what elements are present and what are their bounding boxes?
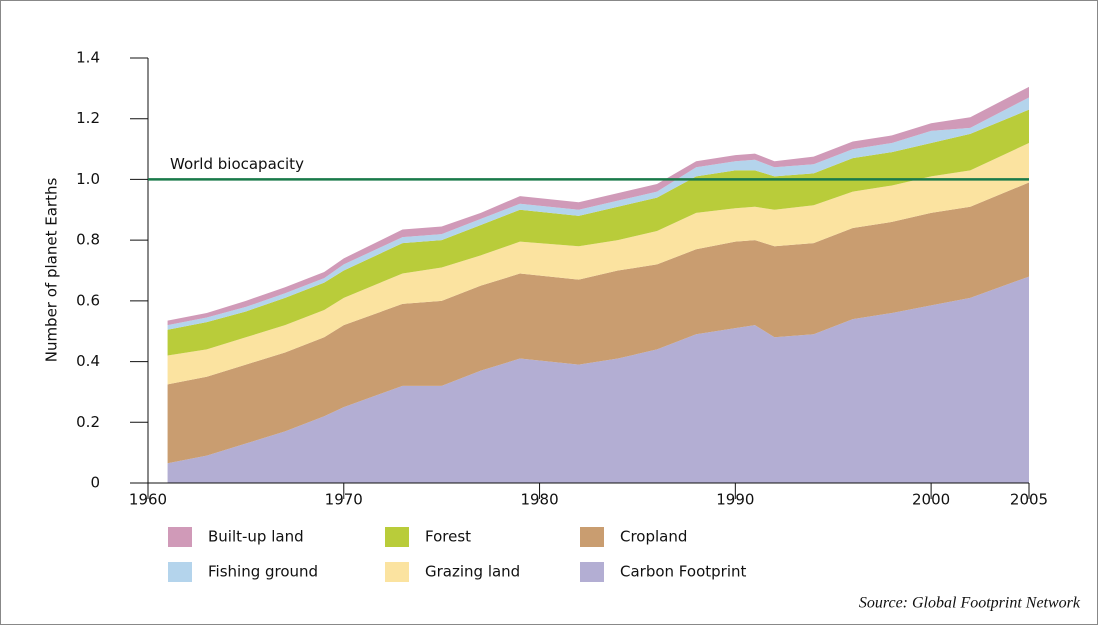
legend-swatch: [580, 562, 604, 582]
x-tick-label: 2005: [1010, 491, 1048, 509]
area: [167, 143, 1030, 385]
x-tick-label: 1980: [520, 491, 558, 509]
legend-swatch: [580, 527, 604, 547]
legend-label: Cropland: [620, 528, 687, 546]
y-tick-label: 0.8: [76, 231, 100, 249]
reference-label: World biocapacity: [170, 155, 304, 173]
area: [167, 276, 1030, 483]
x-tick-label: 1960: [129, 491, 167, 509]
x-tick-label: 1970: [325, 491, 363, 509]
x-tick-label: 2000: [912, 491, 950, 509]
source: Source: Global Footprint Network: [859, 595, 1081, 612]
legend-label: Built-up land: [208, 528, 304, 546]
area: [167, 182, 1030, 464]
y-tick-label: 0: [90, 474, 100, 492]
legend-swatch: [168, 562, 192, 582]
legend-swatch: [385, 562, 409, 582]
legend-swatch: [385, 527, 409, 547]
legend-label: Grazing land: [425, 563, 520, 581]
y-tick-label: 0.4: [76, 352, 100, 370]
y-tick-label: 0.6: [76, 291, 100, 309]
area: [167, 97, 1030, 330]
y-tick-label: 1.4: [76, 49, 100, 67]
y-tick-label: 1.0: [76, 170, 100, 188]
y-tick-label: 1.2: [76, 109, 100, 127]
area: [167, 86, 1030, 326]
legend-label: Carbon Footprint: [620, 563, 746, 581]
y-axis-label: Number of planet Earths: [43, 178, 61, 363]
area: [167, 109, 1030, 356]
legend-label: Fishing ground: [208, 563, 318, 581]
x-tick-label: 1990: [716, 491, 754, 509]
legend-label: Forest: [425, 528, 471, 546]
legend-swatch: [168, 527, 192, 547]
y-tick-label: 0.2: [76, 413, 100, 431]
